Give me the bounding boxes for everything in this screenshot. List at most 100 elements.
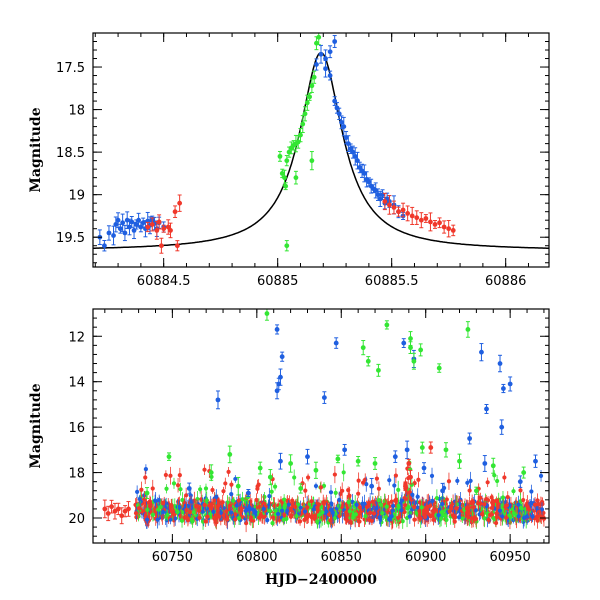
data-point-green [443,447,449,453]
data-point-blue [133,222,139,227]
data-point-green [307,94,312,100]
band-point [309,499,314,504]
band-point [393,473,398,478]
band-point [226,469,231,474]
data-point-red [414,215,420,221]
data-point-blue [279,354,285,360]
data-point-green [384,322,390,328]
band-point [333,490,338,495]
band-point [526,507,532,512]
data-point-red [102,506,108,512]
band-point [180,497,185,503]
band-point [430,498,435,503]
band-point [224,509,229,514]
band-point [518,488,523,493]
band-point [299,511,304,516]
data-point-green [411,358,417,364]
band-point [493,520,499,526]
data-point-green [284,158,290,164]
band-point [389,514,394,519]
top-panel-zoomed-light-curve: 60884.5 60885 60885.5 60886 17.5 18 18.5 19 19.5… [28,32,550,289]
band-point [257,504,262,509]
band-point [175,509,180,515]
band-point [511,510,516,516]
data-point-red [428,219,433,225]
band-point [298,505,303,510]
data-point-green [300,121,306,127]
band-point [538,473,544,478]
data-point-green [490,463,496,469]
data-point-green [335,456,341,462]
band-point [502,475,507,480]
band-point [152,498,158,503]
data-point-blue [314,62,319,67]
band-point [312,513,317,518]
band-point [204,498,209,503]
band-point [532,502,538,507]
band-point [315,505,320,510]
data-point-green [283,183,289,189]
band-point [282,503,288,508]
data-point-blue [345,141,351,147]
band-point [374,506,379,511]
data-point-green [309,83,315,89]
data-point-green [235,483,241,489]
data-point-red [423,216,429,221]
data-point-blue [501,386,506,391]
band-point [489,512,494,517]
data-point-blue [318,51,324,57]
band-point [402,495,407,501]
band-point [156,507,161,512]
band-point [198,487,203,492]
data-point-green [311,74,317,80]
band-point [171,512,176,517]
data-point-blue [274,327,280,332]
band-point [269,489,274,494]
data-point-blue [352,153,358,159]
band-point [184,507,189,513]
band-point [320,510,325,515]
band-point [200,509,205,515]
band-point [425,504,430,510]
band-point [387,478,392,483]
data-point-green [295,139,301,145]
band-point [480,512,485,517]
data-point-blue [106,230,112,236]
data-point-green [473,488,479,494]
data-point-green [418,347,424,353]
band-point [449,506,454,511]
model-curve [93,51,549,249]
band-point [294,514,299,519]
band-point [195,496,200,502]
band-point [530,514,535,519]
band-point [284,516,289,521]
x-tick-label: 60750 [152,550,193,565]
band-point [541,516,547,521]
band-point [377,515,382,520]
data-point-blue [323,66,328,72]
band-point [431,517,436,522]
band-point [370,499,375,504]
data-point-blue [186,486,192,491]
band-point [490,498,495,503]
data-point-green [365,358,371,364]
data-point-green [282,175,287,181]
band-point [440,501,445,507]
data-point-green [465,327,471,332]
data-point-blue [533,458,538,464]
band-point [197,515,202,520]
band-point [237,510,242,515]
data-point-blue [404,447,410,453]
band-point [267,494,272,499]
band-point [236,498,241,503]
band-point [471,505,476,510]
data-point-green [298,132,303,138]
band-point [248,515,253,520]
bottom-panel-data-layer [102,309,547,533]
band-point [212,498,217,503]
y-tick-label: 12 [68,330,85,345]
x-tick-label: 60800 [236,550,277,565]
band-point [534,506,539,511]
band-point [446,479,452,484]
